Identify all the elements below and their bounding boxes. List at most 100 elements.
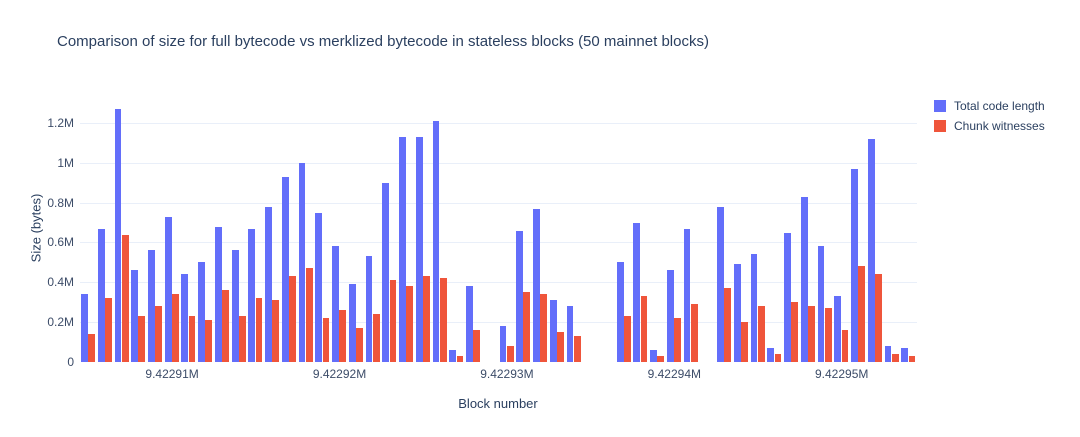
chart-title: Comparison of size for full bytecode vs … — [57, 33, 709, 50]
y-gridline — [80, 162, 917, 164]
bar-total-code-length — [800, 196, 808, 362]
bar-chunk-witnesses — [456, 356, 464, 362]
bar-chunk-witnesses — [690, 304, 698, 362]
bar-chunk-witnesses — [741, 322, 748, 362]
bar-total-code-length — [566, 306, 574, 362]
bar-total-code-length — [298, 162, 306, 362]
bar-total-code-length — [616, 262, 624, 362]
bar-chunk-witnesses — [205, 320, 213, 362]
bar-chunk-witnesses — [757, 306, 765, 362]
bar-total-code-length — [901, 348, 909, 362]
x-tick-label: 9.42291M — [145, 367, 199, 381]
bar-chunk-witnesses — [824, 308, 832, 362]
bar-total-code-length — [214, 226, 222, 362]
bar-chunk-witnesses — [573, 336, 581, 362]
y-gridline — [80, 202, 917, 204]
bar-total-code-length — [834, 296, 842, 362]
bar-chunk-witnesses — [238, 316, 246, 362]
bar-chunk-witnesses — [774, 354, 782, 362]
bar-total-code-length — [281, 176, 289, 362]
bar-chunk-witnesses — [305, 268, 313, 362]
bar-total-code-length — [549, 300, 557, 362]
bar-total-code-length — [851, 168, 858, 362]
bar-total-code-length — [533, 208, 540, 362]
x-tick-label: 9.42294M — [647, 367, 701, 381]
bar-total-code-length — [750, 254, 758, 362]
bar-total-code-length — [265, 206, 272, 362]
bar-total-code-length — [81, 294, 88, 362]
bar-chunk-witnesses — [556, 332, 564, 362]
bar-total-code-length — [399, 136, 406, 362]
bar-chunk-witnesses — [289, 276, 296, 362]
x-tick-label: 9.42293M — [480, 367, 534, 381]
bar-chunk-witnesses — [891, 354, 899, 362]
y-tick-label: 0.8M — [47, 195, 74, 210]
bar-chunk-witnesses — [540, 294, 548, 362]
bar-total-code-length — [499, 326, 507, 362]
bar-chunk-witnesses — [188, 316, 196, 362]
bar-chunk-witnesses — [138, 316, 146, 362]
x-tick-label: 9.42295M — [815, 367, 869, 381]
bar-chunk-witnesses — [339, 310, 347, 362]
bar-chunk-witnesses — [523, 292, 531, 362]
bar-chunk-witnesses — [858, 266, 866, 362]
bar-total-code-length — [466, 286, 473, 362]
bar-total-code-length — [148, 250, 155, 362]
y-gridline — [80, 322, 917, 324]
y-tick-label: 1.2M — [47, 115, 74, 130]
bar-chunk-witnesses — [406, 286, 414, 362]
bar-chunk-witnesses — [372, 314, 380, 362]
bar-total-code-length — [633, 222, 641, 362]
legend-swatch-icon — [934, 120, 946, 132]
bar-chunk-witnesses — [439, 278, 447, 362]
plot-area — [80, 95, 917, 362]
bar-chunk-witnesses — [724, 288, 732, 362]
bar-total-code-length — [784, 232, 791, 362]
bar-chunk-witnesses — [640, 296, 648, 362]
bar-total-code-length — [365, 256, 373, 362]
bar-chunk-witnesses — [791, 302, 799, 362]
bar-chunk-witnesses — [389, 280, 397, 362]
bar-total-code-length — [131, 270, 139, 362]
legend-label: Chunk witnesses — [954, 119, 1045, 133]
legend-item-total-code-length[interactable]: Total code length — [934, 99, 1045, 113]
bar-total-code-length — [164, 216, 172, 362]
bar-total-code-length — [817, 246, 825, 362]
bar-total-code-length — [332, 246, 339, 362]
bar-chunk-witnesses — [423, 276, 430, 362]
bar-chunk-witnesses — [255, 298, 263, 362]
bar-chunk-witnesses — [657, 356, 665, 362]
bar-chunk-witnesses — [322, 318, 330, 362]
bar-chunk-witnesses — [808, 306, 815, 362]
bar-chunk-witnesses — [272, 300, 280, 362]
bar-total-code-length — [767, 348, 775, 362]
bar-total-code-length — [432, 120, 440, 362]
x-axis-title: Block number — [458, 396, 538, 411]
legend-label: Total code length — [954, 99, 1045, 113]
y-tick-label: 0 — [67, 355, 74, 369]
bar-total-code-length — [516, 230, 524, 362]
bar-total-code-length — [717, 206, 724, 362]
bar-chunk-witnesses — [473, 330, 481, 362]
bar-chunk-witnesses — [841, 330, 849, 362]
bar-chunk-witnesses — [506, 346, 514, 362]
bar-total-code-length — [650, 350, 658, 362]
y-tick-label: 0.2M — [47, 315, 74, 330]
bar-total-code-length — [198, 262, 206, 362]
bar-total-code-length — [449, 350, 457, 362]
bar-total-code-length — [248, 228, 256, 362]
bar-chunk-witnesses — [674, 318, 681, 362]
y-gridline — [80, 242, 917, 244]
bar-chunk-witnesses — [623, 316, 631, 362]
bar-chunk-witnesses — [121, 234, 129, 362]
y-tick-label: 0.6M — [47, 235, 74, 250]
bar-total-code-length — [97, 228, 105, 362]
bar-total-code-length — [683, 228, 691, 362]
bar-total-code-length — [666, 270, 674, 362]
legend: Total code length Chunk witnesses — [934, 99, 1045, 139]
x-tick-label: 9.42292M — [312, 367, 367, 381]
bar-total-code-length — [382, 182, 390, 362]
legend-item-chunk-witnesses[interactable]: Chunk witnesses — [934, 119, 1045, 133]
bar-chunk-witnesses — [155, 306, 163, 362]
